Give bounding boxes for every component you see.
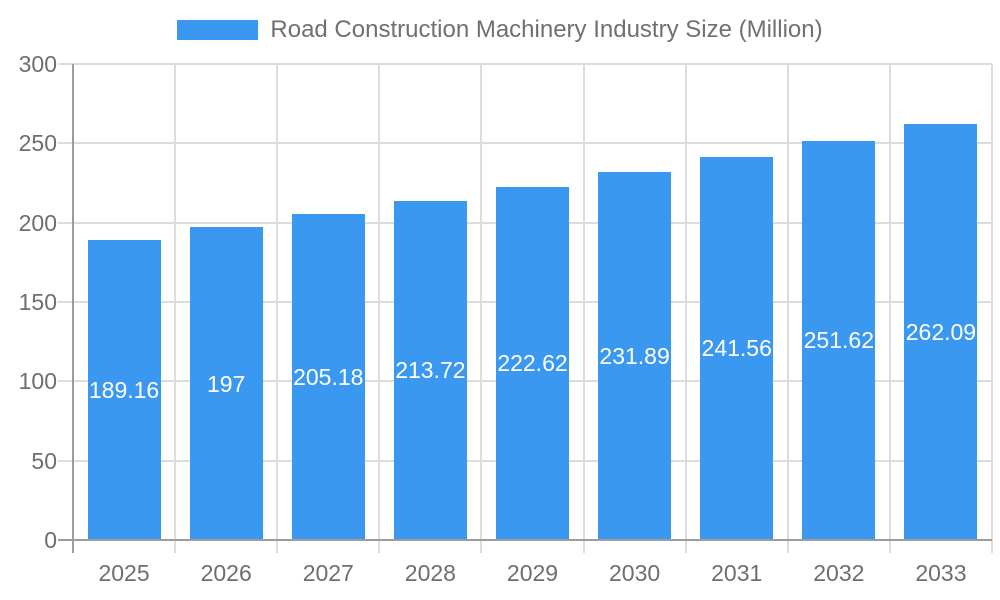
x-tick-label: 2030: [609, 560, 661, 586]
x-gridline: [276, 64, 279, 553]
x-axis-line: [58, 539, 992, 541]
bar-2025: [87, 239, 161, 539]
bar-2027: [291, 214, 365, 539]
bar-value-label: 251.62: [803, 327, 874, 354]
legend: Road Construction Machinery Industry Siz…: [0, 16, 1000, 44]
x-gridline: [480, 64, 483, 553]
y-axis-line: [71, 64, 74, 553]
x-tick-label: 2027: [302, 560, 354, 586]
x-tick-label: 2031: [711, 560, 763, 586]
x-tick-label: 2032: [813, 560, 865, 586]
bar-2030: [598, 172, 672, 539]
bar-2031: [700, 156, 774, 539]
x-tick-label: 2026: [200, 560, 252, 586]
bar-value-label: 241.56: [701, 335, 772, 362]
bar-value-label: 197: [206, 370, 246, 397]
y-tick-label: 200: [18, 209, 57, 236]
y-gridline: [58, 63, 992, 65]
y-tick-label: 50: [31, 447, 57, 474]
bar-value-label: 205.18: [293, 364, 364, 391]
x-gridline: [786, 64, 789, 553]
x-tick-label: 2028: [404, 560, 456, 586]
x-tick-label: 2033: [915, 560, 967, 586]
x-tick-label: 2029: [506, 560, 559, 586]
bar-2032: [802, 140, 876, 539]
y-tick-label: 100: [18, 368, 57, 395]
bar-value-label: 222.62: [497, 350, 568, 377]
bar-2033: [904, 124, 978, 539]
legend-label[interactable]: Road Construction Machinery Industry Siz…: [270, 16, 823, 43]
y-tick-label: 150: [18, 289, 57, 315]
x-gridline: [991, 64, 993, 553]
bar-2028: [393, 200, 467, 539]
bar-2029: [496, 186, 569, 539]
bar-value-label: 213.72: [395, 357, 466, 384]
bar-value-label: 231.89: [599, 343, 670, 370]
y-tick-label: 250: [18, 130, 57, 157]
x-gridline: [174, 64, 177, 553]
bar-value-label: 262.09: [905, 319, 977, 346]
bar-2026: [189, 227, 263, 539]
bar-value-label: 189.16: [88, 376, 160, 403]
x-gridline: [888, 64, 891, 553]
y-gridline: [58, 142, 992, 145]
legend-swatch[interactable]: [177, 20, 259, 40]
x-gridline: [684, 64, 687, 553]
x-gridline: [378, 64, 381, 553]
y-tick-label: 0: [44, 527, 57, 553]
x-tick-label: 2025: [98, 560, 150, 586]
y-tick-label: 300: [18, 51, 57, 77]
x-gridline: [582, 64, 585, 553]
